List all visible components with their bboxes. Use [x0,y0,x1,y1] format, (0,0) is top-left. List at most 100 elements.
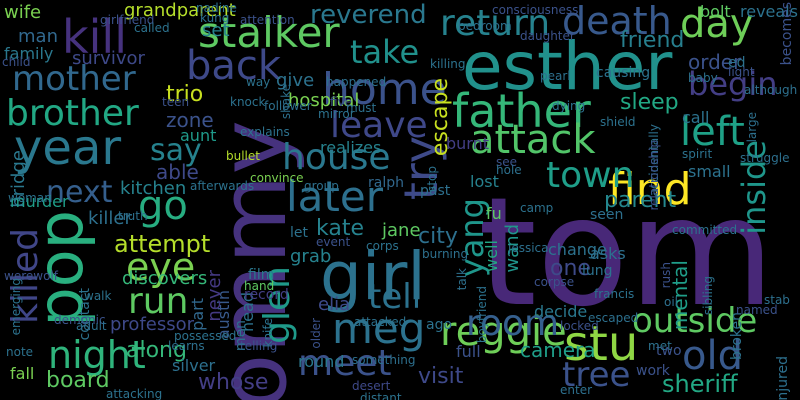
word-attacking: attacking [106,387,163,400]
word-werewolf: werewolf [4,269,58,283]
word-talk: talk [455,268,469,291]
word-along: along [126,338,187,363]
word-part: part [188,298,207,331]
word-pearl: pearl [540,69,571,83]
word-five: five [330,95,353,109]
word-enter: enter [560,383,593,397]
word-committed: committed [672,223,738,237]
word-grab: grab [290,246,332,267]
word-afterwards: afterwards [190,179,255,193]
word-lung: lung [582,263,613,279]
word-visit: visit [418,364,464,389]
word-kitchen: kitchen [120,178,187,199]
word-called: called [134,21,170,35]
word-met: met [648,339,672,353]
word-broken: broken [729,312,745,360]
word-girl: girl [320,238,426,315]
word-knife: knife [261,318,275,348]
word-dying: dying [552,99,586,113]
word-shield: shield [600,115,636,129]
word-bolt: bolt [700,2,731,21]
word-rush: rush [659,262,673,289]
word-town: town [546,155,635,196]
word-lost: lost [470,172,499,191]
word-family: family [4,44,54,63]
word-bedroom: bedroom [458,19,512,33]
word-reggie: reggie [440,309,567,355]
word-work: work [636,363,670,379]
word-record: record [244,287,289,303]
word-child: child [2,55,31,69]
word-bullet: bullet [226,149,260,163]
word-follower: follower [264,99,312,113]
word-return: return [440,3,551,44]
word-begin: begin [688,65,778,103]
word-meet: meet [298,343,392,384]
word-corpse: corpse [534,275,575,289]
word-left: left [680,109,745,155]
word-demonic: demonic [54,313,106,327]
word-nadine: nadine [196,1,237,15]
word-room: room [466,303,560,344]
word-murder: murder [10,192,69,211]
word-well: well [482,240,501,272]
word-grandparent: grandparent [124,0,236,21]
word-go: go [138,183,188,229]
word-stab: stab [764,293,790,307]
word-boyfriend: boyfriend [475,286,489,344]
word-tell: tell [368,277,422,317]
word-although: although [744,83,798,97]
word-attack: attack [470,117,596,163]
word-mother: mother [12,59,136,99]
word-city: city [418,224,458,249]
word-adult: adult [76,319,107,333]
word-hole: hole [496,163,522,177]
word-friend: friend [620,28,685,53]
word-spirit: spirit [682,147,713,161]
word-board: board [46,368,110,393]
word-sleep: sleep [620,90,679,115]
word-run: run [128,281,189,322]
word-attempt: attempt [114,230,211,258]
word-man: man [18,26,58,47]
word-note: note [6,345,34,359]
word-something: something [352,353,416,367]
word-trio: trio [166,82,204,107]
word-asks: asks [590,244,626,263]
word-take: take [350,33,420,71]
word-past: past [420,183,451,199]
word-hand: hand [244,279,275,293]
word-professor: professor [110,314,195,335]
word-find: find [608,164,692,215]
word-outside: outside [632,301,758,341]
word-zone: zone [166,108,214,132]
word-see: see [496,155,518,169]
word-leave: leave [330,105,428,146]
word-stalker: stalker [198,8,340,57]
word-burning: burning [422,247,469,261]
word-seen: seen [590,207,624,223]
word-happened: happened [326,75,387,89]
word-walk: walk [84,289,112,303]
word-camp: camp [520,201,554,215]
word-parent: parent [604,188,677,213]
word-jane: jane [382,220,421,241]
word-sheriff: sheriff [662,370,738,398]
word-causing: causing [596,65,651,81]
word-sibling: sibling [701,276,715,316]
word-telling: telling [240,339,278,353]
word-jessica: jessica [508,241,549,255]
word-one: one [550,256,591,281]
word-full: full [456,342,481,361]
word-mirror: mirror [318,107,355,121]
word-whose: whose [198,370,269,395]
word-fu: fu [486,204,502,223]
word-light: light [728,65,755,79]
word-ago: ago [426,317,453,333]
word-truth: truth [118,209,148,223]
word-say: say [150,133,202,168]
word-elia: elia [318,294,351,315]
word-set: set [202,20,230,41]
word-teen: teen [162,95,190,109]
